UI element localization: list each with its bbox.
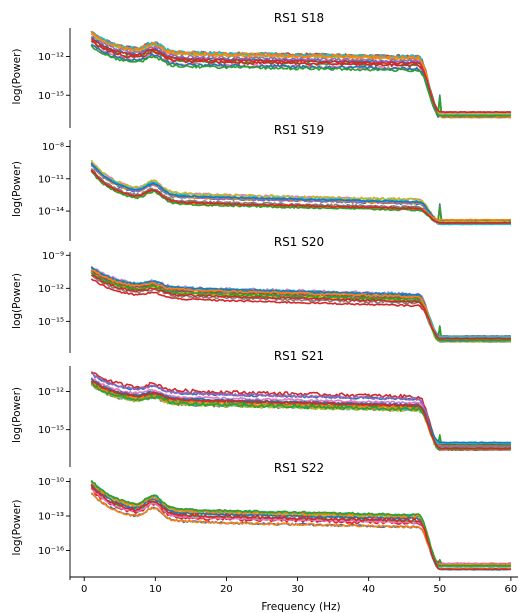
- y-tick-label: 10⁻¹⁵: [38, 91, 64, 102]
- x-tick-label: 40: [362, 584, 375, 595]
- series-line: [90, 161, 511, 226]
- y-tick-label: 10⁻⁸: [42, 142, 64, 153]
- x-axis-label: Frequency (Hz): [261, 601, 340, 613]
- x-tick-label: 30: [291, 584, 304, 595]
- y-axis-label: log(Power): [11, 500, 23, 556]
- x-tick-label: 0: [81, 584, 87, 595]
- series-line: [90, 164, 512, 222]
- series-line: [90, 377, 512, 450]
- series-line: [90, 484, 512, 571]
- series-group: [90, 479, 512, 571]
- subplot-title: RS1 S22: [274, 461, 324, 475]
- y-tick-label: 10⁻¹⁵: [38, 317, 64, 328]
- y-axis-label: log(Power): [11, 161, 23, 217]
- series-group: [90, 30, 512, 119]
- series-line: [91, 372, 511, 449]
- series-line: [90, 164, 511, 225]
- subplot-5: RS1 S22 log(Power) 10⁻¹⁰ 10⁻¹³ 10⁻¹⁶: [11, 461, 512, 580]
- subplot-2: RS1 S19 log(Power) 10⁻⁸ 10⁻¹¹ 10⁻¹⁴: [11, 123, 512, 241]
- y-axis-label: log(Power): [11, 387, 23, 443]
- subplot-1: RS1 S18 log(Power) 10⁻¹² 10⁻¹⁵: [11, 11, 512, 128]
- y-tick-label: 10⁻¹³: [38, 511, 64, 522]
- x-tick-label: 50: [433, 584, 446, 595]
- series-line: [90, 31, 511, 117]
- y-tick-label: 10⁻⁹: [42, 251, 64, 262]
- y-tick-label: 10⁻¹²: [38, 52, 64, 63]
- series-line: [90, 169, 511, 224]
- series-line: [90, 378, 511, 444]
- x-tick-label: 20: [220, 584, 233, 595]
- series-line: [90, 168, 511, 223]
- series-group: [90, 265, 512, 343]
- x-tick-label: 10: [149, 584, 162, 595]
- y-tick-label: 10⁻¹²: [38, 284, 64, 295]
- series-line: [90, 274, 511, 340]
- x-tick-label: 60: [505, 584, 518, 595]
- series-line: [90, 44, 511, 117]
- series-line: [90, 30, 511, 118]
- y-axis-label: log(Power): [11, 49, 23, 105]
- series-line: [90, 380, 511, 450]
- series-line: [90, 483, 511, 571]
- series-line: [90, 169, 511, 221]
- series-line: [90, 162, 511, 226]
- series-line: [90, 163, 511, 224]
- series-line: [90, 267, 512, 342]
- series-group: [90, 159, 512, 226]
- x-axis: 0 10 20 30 40 50 60: [70, 576, 518, 595]
- subplot-3: RS1 S20 log(Power) 10⁻⁹ 10⁻¹² 10⁻¹⁵: [11, 235, 512, 353]
- y-tick-label: 10⁻¹⁵: [38, 425, 64, 436]
- series-line: [90, 266, 511, 342]
- series-line: [90, 479, 511, 567]
- subplot-title: RS1 S21: [274, 349, 324, 363]
- subplot-4: RS1 S21 log(Power) 10⁻¹² 10⁻¹⁵: [11, 349, 512, 467]
- y-axis-label: log(Power): [11, 273, 23, 329]
- subplot-title: RS1 S20: [274, 235, 324, 249]
- y-tick-label: 10⁻¹⁶: [38, 546, 64, 557]
- subplot-title: RS1 S18: [274, 11, 324, 25]
- y-tick-label: 10⁻¹²: [38, 387, 64, 398]
- y-tick-label: 10⁻¹⁴: [38, 207, 64, 218]
- series-line: [90, 483, 511, 570]
- series-group: [90, 371, 512, 451]
- series-line: [91, 36, 512, 114]
- y-tick-label: 10⁻¹⁰: [38, 477, 64, 488]
- series-line: [90, 37, 512, 114]
- series-line: [90, 168, 511, 224]
- series-line: [90, 483, 511, 571]
- y-tick-label: 10⁻¹¹: [38, 174, 64, 185]
- series-line: [91, 39, 511, 115]
- subplots: RS1 S18 log(Power) 10⁻¹² 10⁻¹⁵ RS1 S19 log(Po…: [11, 11, 512, 580]
- series-line: [91, 266, 512, 338]
- subplot-title: RS1 S19: [274, 123, 324, 137]
